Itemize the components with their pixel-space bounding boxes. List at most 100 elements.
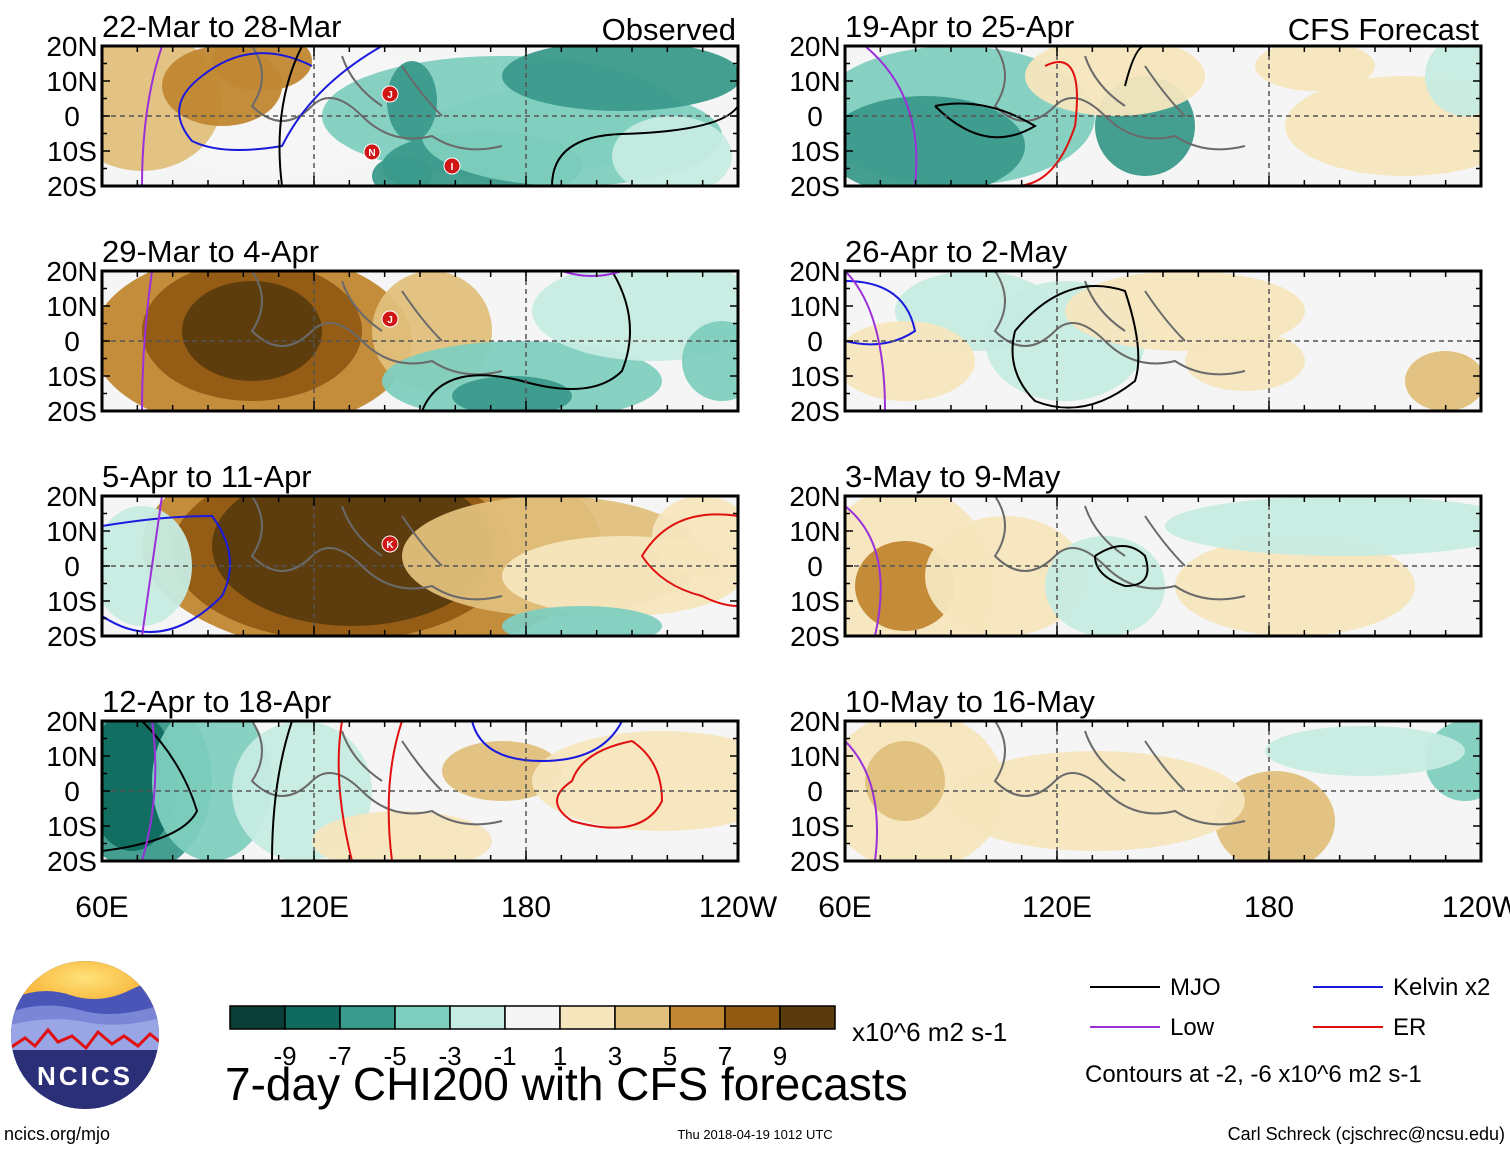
coastline bbox=[993, 496, 1246, 601]
colorbar-swatch bbox=[449, 1005, 506, 1030]
panel-title: 26-Apr to 2-May bbox=[845, 234, 1068, 269]
panel-title: 3-May to 9-May bbox=[845, 459, 1061, 494]
lon-tick-label: 120W bbox=[1442, 891, 1510, 924]
colorbar-tick-label: 3 bbox=[608, 1041, 622, 1071]
lon-tick-label: 60E bbox=[818, 891, 871, 924]
lat-tick-label: 10N bbox=[46, 741, 97, 772]
column-label: CFS Forecast bbox=[1288, 12, 1480, 47]
storm-marker: N bbox=[363, 143, 381, 161]
map-panel: J N I bbox=[100, 44, 740, 188]
column-label: Observed bbox=[602, 12, 736, 47]
anomaly-patch bbox=[652, 496, 738, 576]
logo-text: NCICS bbox=[37, 1061, 133, 1091]
colorbar-tick-label: 5 bbox=[663, 1041, 677, 1071]
colorbar-swatch bbox=[559, 1005, 616, 1030]
panel-title: 29-Mar to 4-Apr bbox=[102, 234, 319, 269]
colorbar-tick-label: 7 bbox=[718, 1041, 732, 1071]
contour-note: Contours at -2, -6 x10^6 m2 s-1 bbox=[1085, 1061, 1422, 1088]
lat-tick-label: 20S bbox=[790, 846, 840, 877]
lat-tick-label: 10N bbox=[789, 291, 840, 322]
colorbar-tick-label: -9 bbox=[273, 1041, 296, 1071]
colorbar-swatch bbox=[284, 1005, 341, 1030]
lat-tick-label: 0 bbox=[807, 551, 823, 582]
anomaly-patch bbox=[442, 741, 562, 801]
anomaly-patch bbox=[1265, 726, 1465, 776]
lat-tick-label: 0 bbox=[64, 101, 80, 132]
colorbar-swatch bbox=[614, 1005, 671, 1030]
storm-marker: J bbox=[381, 310, 399, 328]
anomaly-patch bbox=[865, 741, 945, 821]
contour-low bbox=[864, 46, 918, 186]
lat-tick-label: 20N bbox=[46, 706, 97, 737]
map-panel bbox=[843, 269, 1483, 413]
timestamp: Thu 2018-04-19 1012 UTC bbox=[677, 1127, 832, 1142]
anomaly-patch bbox=[682, 321, 738, 401]
anomaly-patch bbox=[1025, 46, 1205, 116]
legend-label: Low bbox=[1170, 1014, 1215, 1041]
colorbar-swatch bbox=[724, 1005, 781, 1030]
lat-tick-label: 10N bbox=[789, 516, 840, 547]
panel-title: 5-Apr to 11-Apr bbox=[102, 459, 312, 494]
colorbar-units: x10^6 m2 s-1 bbox=[852, 1017, 1007, 1047]
lon-tick-label: 180 bbox=[1244, 891, 1294, 924]
anomaly-patch bbox=[1175, 536, 1415, 636]
lat-tick-label: 0 bbox=[64, 551, 80, 582]
contour-mjo bbox=[102, 721, 199, 852]
contour-kelvin-x2 bbox=[471, 721, 623, 763]
contour-er bbox=[337, 721, 353, 861]
lat-tick-label: 0 bbox=[64, 326, 80, 357]
contour-legend: MJO Low Kelvin x2 ER bbox=[1090, 974, 1490, 1041]
lat-tick-label: 20N bbox=[46, 481, 97, 512]
map-panel: J bbox=[100, 269, 740, 413]
colorbar-tick-label: 1 bbox=[553, 1041, 567, 1071]
anomaly-patch bbox=[102, 506, 192, 626]
colorbar-swatch bbox=[504, 1005, 561, 1030]
lon-tick-label: 120E bbox=[1022, 891, 1092, 924]
colorbar-tick-label: -3 bbox=[438, 1041, 461, 1071]
panels-layer: J N I J K bbox=[100, 44, 1483, 863]
contour-mjo bbox=[271, 721, 293, 861]
lat-tick-label: 10N bbox=[46, 66, 97, 97]
lat-tick-label: 0 bbox=[807, 101, 823, 132]
colorbar: -9 -7 -5 -3 -1 1 3 5 7 9 bbox=[229, 1005, 836, 1071]
lon-tick-label: 180 bbox=[501, 891, 551, 924]
lat-tick-label: 20N bbox=[46, 31, 97, 62]
lat-tick-label: 20N bbox=[789, 481, 840, 512]
colorbar-tick-label: -1 bbox=[493, 1041, 516, 1071]
contour-low bbox=[845, 271, 886, 411]
contour-er bbox=[1014, 61, 1078, 186]
website-link[interactable]: ncics.org/mjo bbox=[4, 1124, 110, 1144]
map-panel bbox=[100, 719, 740, 863]
storm-marker: K bbox=[381, 535, 399, 553]
panel-title: 12-Apr to 18-Apr bbox=[102, 684, 331, 719]
lat-tick-label: 10N bbox=[46, 516, 97, 547]
lat-tick-label: 10S bbox=[790, 586, 840, 617]
author: Carl Schreck (cjschrec@ncsu.edu) bbox=[1228, 1124, 1505, 1144]
anomaly-patch bbox=[502, 46, 738, 111]
contour-mjo bbox=[278, 46, 303, 186]
anomaly-patch bbox=[502, 606, 662, 636]
lat-tick-label: 10S bbox=[47, 811, 97, 842]
anomaly-patch bbox=[925, 516, 1085, 636]
contour-low bbox=[141, 496, 163, 636]
lat-tick-label: 20S bbox=[47, 171, 97, 202]
storm-label: I bbox=[451, 162, 454, 173]
lat-tick-label: 10S bbox=[47, 586, 97, 617]
lat-tick-label: 10S bbox=[790, 361, 840, 392]
contour-kelvin-x2 bbox=[845, 280, 917, 346]
lat-tick-label: 10S bbox=[790, 136, 840, 167]
lat-tick-label: 20S bbox=[790, 621, 840, 652]
coastline bbox=[250, 46, 503, 151]
colorbar-swatch bbox=[779, 1005, 836, 1030]
contour-kelvin-x2 bbox=[102, 514, 231, 633]
lat-tick-label: 10N bbox=[46, 291, 97, 322]
anomaly-patch bbox=[945, 751, 1245, 851]
lat-tick-label: 20N bbox=[789, 256, 840, 287]
anomaly-patch bbox=[372, 156, 432, 186]
storm-label: N bbox=[368, 148, 375, 159]
storm-marker: I bbox=[443, 157, 461, 175]
lat-tick-label: 0 bbox=[807, 776, 823, 807]
anomaly-patch bbox=[845, 321, 975, 401]
contour-mjo bbox=[1094, 545, 1149, 588]
colorbar-swatch bbox=[669, 1005, 726, 1030]
